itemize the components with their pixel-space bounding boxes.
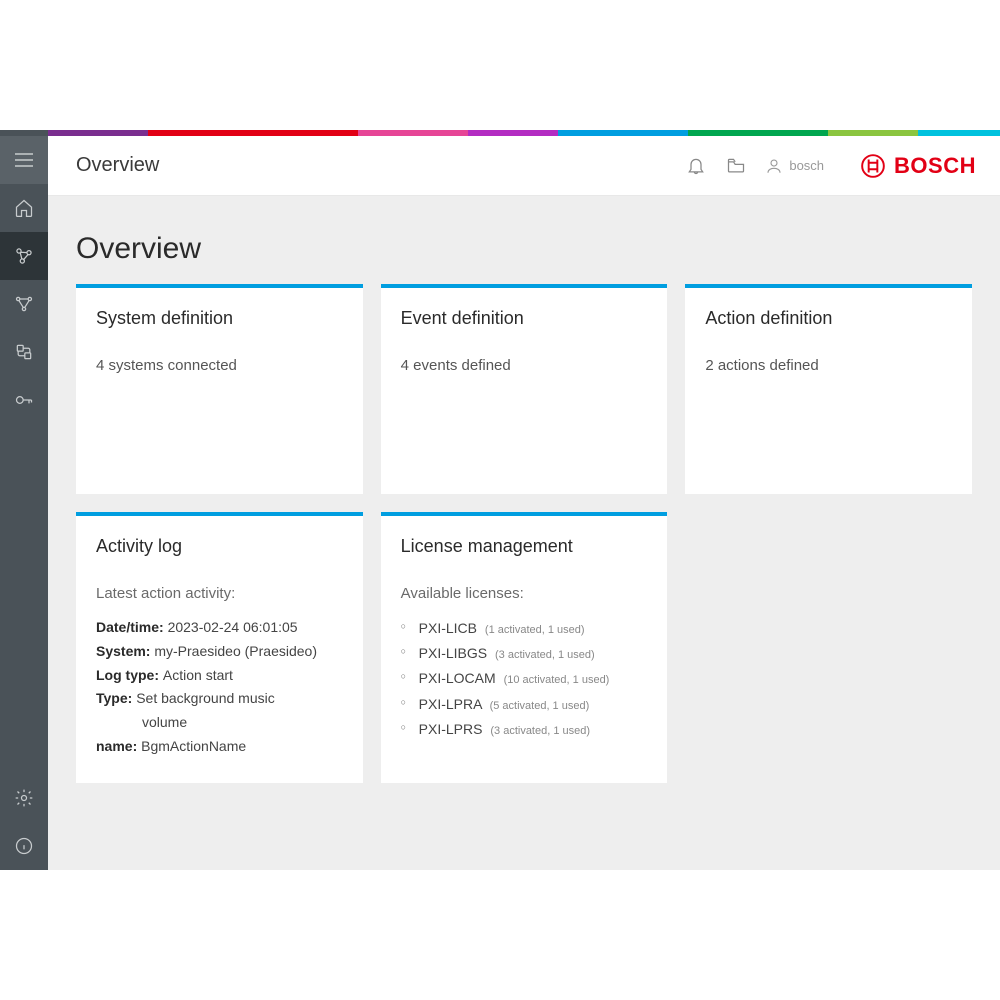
activity-row: Date/time: 2023-02-24 06:01:05 [96, 616, 343, 640]
card-body: 4 systems connected [96, 357, 343, 374]
card-subhead: Latest action activity: [96, 585, 343, 602]
card-title: System definition [96, 308, 343, 329]
cards-grid: System definition 4 systems connected Ev… [76, 284, 972, 783]
header-title: Overview [76, 154, 159, 177]
sidebar-item-overview[interactable] [0, 232, 48, 280]
bosch-logo-icon [860, 153, 886, 179]
activity-row: Log type: Action start [96, 664, 343, 688]
card-body: 2 actions defined [705, 357, 952, 374]
activity-row: name: BgmActionName [96, 735, 343, 759]
sidebar-item-key[interactable] [0, 376, 48, 424]
license-item: PXI-LPRA (5 activated, 1 used) [419, 692, 648, 717]
user-menu[interactable]: bosch [765, 157, 824, 175]
hamburger-button[interactable] [0, 136, 48, 184]
settings-icon [14, 788, 34, 808]
activity-rows: Date/time: 2023-02-24 06:01:05System: my… [96, 616, 343, 759]
card-subhead: Available licenses: [401, 585, 648, 602]
license-list: PXI-LICB (1 activated, 1 used)PXI-LIBGS … [401, 616, 648, 742]
folder-icon [726, 156, 746, 176]
info-icon [14, 836, 34, 856]
card-title: License management [401, 536, 648, 557]
card-title: Action definition [705, 308, 952, 329]
card-event-definition[interactable]: Event definition 4 events defined [381, 284, 668, 494]
home-icon [14, 198, 34, 218]
activity-row: System: my-Praesideo (Praesideo) [96, 640, 343, 664]
app-root: Overview bosch BOSCH [0, 130, 1000, 870]
brand-text: BOSCH [894, 153, 976, 179]
card-license-management[interactable]: License management Available licenses: P… [381, 512, 668, 783]
sidebar-item-network[interactable] [0, 280, 48, 328]
card-action-definition[interactable]: Action definition 2 actions defined [685, 284, 972, 494]
header: Overview bosch BOSCH [48, 136, 1000, 196]
username-label: bosch [789, 158, 824, 173]
folder-button[interactable] [725, 155, 747, 177]
card-body: 4 events defined [401, 357, 648, 374]
events-icon [14, 342, 34, 362]
page-title: Overview [76, 232, 972, 266]
sidebar-item-info[interactable] [0, 822, 48, 870]
license-item: PXI-LPRS (3 activated, 1 used) [419, 717, 648, 742]
card-system-definition[interactable]: System definition 4 systems connected [76, 284, 363, 494]
page: Overview System definition 4 systems con… [48, 196, 1000, 870]
sidebar [0, 136, 48, 870]
sidebar-item-home[interactable] [0, 184, 48, 232]
license-item: PXI-LOCAM (10 activated, 1 used) [419, 666, 648, 691]
sidebar-item-events[interactable] [0, 328, 48, 376]
sidebar-item-settings[interactable] [0, 774, 48, 822]
license-item: PXI-LIBGS (3 activated, 1 used) [419, 641, 648, 666]
key-icon [14, 390, 34, 410]
activity-row: Type: Set background musicvolume [96, 687, 343, 735]
notifications-button[interactable] [685, 155, 707, 177]
network-icon [14, 294, 34, 314]
card-title: Event definition [401, 308, 648, 329]
card-title: Activity log [96, 536, 343, 557]
overview-icon [14, 246, 34, 266]
content: Overview bosch BOSCH [48, 136, 1000, 870]
card-activity-log[interactable]: Activity log Latest action activity: Dat… [76, 512, 363, 783]
bell-icon [686, 156, 706, 176]
hamburger-icon [15, 153, 33, 167]
header-right: bosch BOSCH [685, 153, 976, 179]
user-icon [765, 157, 783, 175]
license-item: PXI-LICB (1 activated, 1 used) [419, 616, 648, 641]
brand-logo: BOSCH [860, 153, 976, 179]
main-area: Overview bosch BOSCH [0, 136, 1000, 870]
